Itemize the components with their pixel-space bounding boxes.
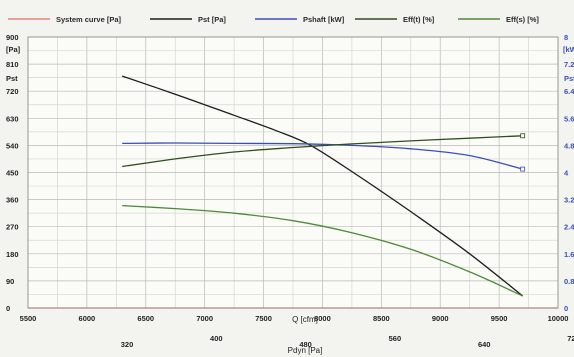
x-tick-label: 6500 — [137, 314, 154, 323]
y-left-tick-label: 180 — [6, 250, 19, 259]
legend: System curve [Pa] Pst [Pa] Pshaft [kW] Eff(… — [8, 15, 539, 24]
y-right-tick-label: 4.8 — [564, 141, 574, 150]
pdyn-tick-label: 480 — [299, 340, 312, 349]
plot-frame — [27, 36, 559, 309]
y-right-unit: [kW] — [563, 45, 574, 54]
series-line-pshaft-kw — [122, 142, 523, 170]
pdyn-tick-label: 720 — [567, 334, 574, 343]
y-left-tick-label: 900 — [6, 33, 19, 42]
y-left-tick-label: 540 — [6, 141, 19, 150]
y-right-tick-label: 3.2 — [564, 196, 574, 205]
x-tick-label: 7500 — [255, 314, 272, 323]
y-left-tick-label: 630 — [6, 114, 19, 123]
x-tick-label: 7000 — [196, 314, 213, 323]
y-right-tick-label: 7.2 — [564, 60, 574, 69]
y-left-tick-label: 720 — [6, 87, 19, 96]
legend-label: Pst [Pa] — [198, 15, 226, 24]
series-line-pst-pa — [121, 75, 524, 297]
y-right-tick-label: 8 — [564, 33, 568, 42]
y-right-tick-label: 6.4 — [564, 87, 574, 96]
x-tick-label: 9500 — [491, 314, 508, 323]
x-tick-label: 8500 — [373, 314, 390, 323]
pdyn-tick-label: 320 — [121, 340, 134, 349]
y-left-tick-label: 0 — [6, 304, 10, 313]
x-axis-title: Q [cfm] — [292, 315, 318, 324]
series-end-marker — [520, 166, 526, 172]
y-left-tick-label: 360 — [6, 196, 19, 205]
pdyn-tick-label: 560 — [389, 334, 402, 343]
y-left-tick-label: 270 — [6, 223, 19, 232]
y-right-tick-label: 0.8 — [564, 277, 574, 286]
legend-label: Pshaft [kW] — [303, 15, 345, 24]
series-line-eff-s — [122, 204, 523, 297]
legend-label: Eff(t) [%] — [403, 15, 435, 24]
y-left-tick-label: 810 — [6, 60, 19, 69]
x-tick-label: 6000 — [79, 314, 96, 323]
x-tick-label: 10000 — [548, 314, 569, 323]
series-line-eff-t — [122, 135, 523, 168]
pdyn-axis-title: Pdyn [Pa] — [288, 346, 323, 355]
y-right-tick-label: 5.6 — [564, 114, 574, 123]
y-right-tick-label: 1.6 — [564, 250, 574, 259]
legend-label: System curve [Pa] — [56, 15, 122, 24]
grid — [27, 36, 559, 309]
y-left-label: Pst — [6, 74, 18, 83]
legend-label: Eff(s) [%] — [506, 15, 539, 24]
x-tick-label: 5500 — [20, 314, 37, 323]
y-left-tick-label: 450 — [6, 169, 19, 178]
y-right-label: Pst — [564, 74, 574, 83]
axes: 90081072063054045036027018090087.26.45.6… — [6, 33, 574, 349]
y-right-tick-label: 4 — [564, 169, 569, 178]
series-end-marker — [520, 133, 526, 139]
pdyn-tick-label: 640 — [478, 340, 491, 349]
x-tick-label: 9000 — [432, 314, 449, 323]
x-tick-label: 8000 — [314, 314, 331, 323]
y-right-tick-label: 0 — [564, 304, 568, 313]
pdyn-tick-label: 400 — [210, 334, 223, 343]
y-left-tick-label: 90 — [6, 277, 14, 286]
y-right-tick-label: 2.4 — [564, 223, 574, 232]
y-left-unit: [Pa] — [6, 45, 21, 54]
